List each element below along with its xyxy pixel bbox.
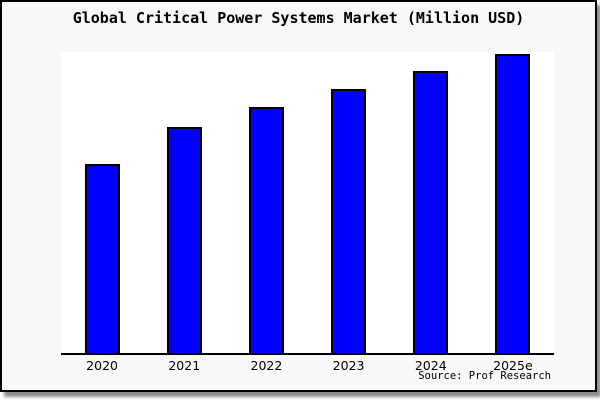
- bar-2025e: [495, 54, 531, 353]
- bar-2024: [413, 71, 449, 353]
- x-tick-label-2023: 2023: [332, 358, 365, 373]
- bar-2021: [166, 127, 202, 353]
- source-text: Source: Prof Research: [418, 370, 551, 382]
- bar-2020: [84, 164, 120, 353]
- bar-2023: [331, 89, 367, 353]
- chart-frame: Global Critical Power Systems Market (Mi…: [0, 0, 597, 392]
- x-tick-label-2024: 2024: [414, 358, 447, 373]
- x-tick-label-2021: 2021: [168, 358, 201, 373]
- plot-area: [61, 52, 554, 355]
- x-tick-label-2020: 2020: [86, 358, 118, 373]
- x-tick-label-2022: 2022: [250, 358, 283, 373]
- x-tick-label-2025e: 2025e: [493, 358, 533, 373]
- bar-2022: [248, 107, 284, 353]
- chart-title: Global Critical Power Systems Market (Mi…: [72, 9, 525, 27]
